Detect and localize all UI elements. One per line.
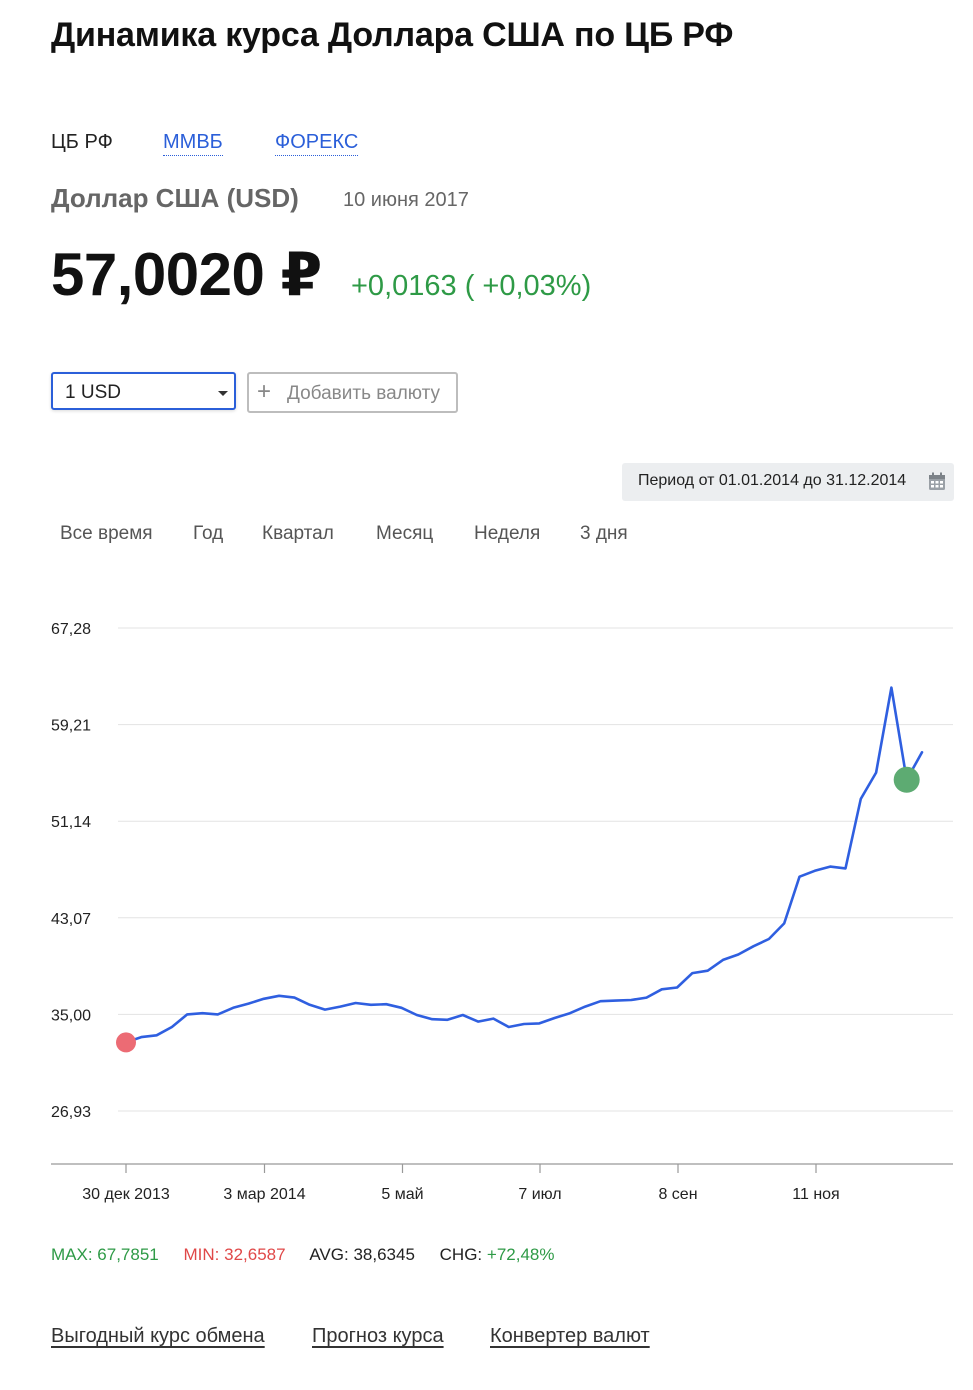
x-tick-label: 3 мар 2014 (223, 1186, 305, 1203)
period-label: Период от 01.01.2014 до 31.12.2014 (638, 472, 907, 489)
currency-amount-select[interactable]: 1 USD (51, 372, 236, 410)
add-currency-button[interactable]: + Добавить валюту (247, 372, 458, 413)
y-tick-label: 43,07 (51, 911, 91, 928)
currency-name: Доллар США (USD) (51, 183, 299, 213)
x-tick-label: 7 июл (518, 1186, 561, 1203)
range-tab-quarter[interactable]: Квартал (262, 523, 334, 544)
best-exchange-rate-link[interactable]: Выгодный курс обмена (51, 1325, 265, 1347)
max-point-marker (893, 766, 920, 793)
rate-value: 57,0020 ₽ (51, 241, 322, 308)
min-point-marker (116, 1032, 136, 1053)
rate-forecast-link[interactable]: Прогноз курса (312, 1325, 444, 1347)
x-tick-label: 11 ноя (792, 1186, 839, 1203)
min-value: 32,6587 (224, 1245, 286, 1264)
y-tick-label: 59,21 (51, 718, 91, 735)
y-tick-label: 67,28 (51, 621, 91, 638)
chevron-down-icon (218, 391, 228, 396)
x-tick-label: 8 сен (658, 1186, 697, 1203)
rate-line (124, 686, 924, 1044)
avg-label: AVG: (309, 1245, 349, 1264)
currency-converter-link[interactable]: Конвертер валют (490, 1325, 650, 1347)
range-tab-year[interactable]: Год (193, 523, 224, 544)
range-tab-week[interactable]: Неделя (474, 523, 541, 544)
add-currency-label: Добавить валюту (287, 383, 441, 404)
period-picker-button[interactable]: Период от 01.01.2014 до 31.12.2014 (622, 463, 954, 501)
chart-stats: MAX: 67,7851 MIN: 32,6587 AVG: 38,6345 C… (51, 1245, 574, 1265)
chg-value: +72,48% (486, 1245, 555, 1264)
source-tab-forex[interactable]: ФОРЕКС (275, 131, 359, 156)
max-value: 67,7851 (97, 1245, 159, 1264)
source-tab-mmvb[interactable]: ММВБ (163, 131, 223, 156)
max-label: MAX: (51, 1245, 93, 1264)
calendar-icon (929, 472, 945, 490)
rate-chart: 67,28 59,21 51,14 43,07 35,00 26,93 30 дек 201… (51, 621, 953, 1203)
y-tick-label: 35,00 (51, 1007, 91, 1024)
y-tick-label: 26,93 (51, 1104, 91, 1121)
x-tick-label: 5 май (381, 1186, 423, 1203)
rate-change: +0,0163 ( +0,03%) (351, 270, 592, 302)
rate-date: 10 июня 2017 (343, 189, 469, 211)
y-tick-label: 51,14 (51, 814, 91, 831)
range-tab-month[interactable]: Месяц (376, 523, 434, 544)
currency-amount-value: 1 USD (65, 382, 121, 403)
data-points (125, 686, 923, 1043)
min-label: MIN: (183, 1245, 220, 1264)
range-tab-all-time[interactable]: Все время (60, 523, 153, 544)
avg-value: 38,6345 (353, 1245, 415, 1264)
source-tab-cbrf[interactable]: ЦБ РФ (51, 131, 113, 153)
plus-icon: + (257, 378, 272, 405)
page-title: Динамика курса Доллара США по ЦБ РФ (51, 16, 734, 54)
x-tick-label: 30 дек 2013 (82, 1186, 170, 1203)
chg-label: CHG: (439, 1245, 483, 1264)
range-tab-3-days[interactable]: 3 дня (580, 523, 628, 544)
